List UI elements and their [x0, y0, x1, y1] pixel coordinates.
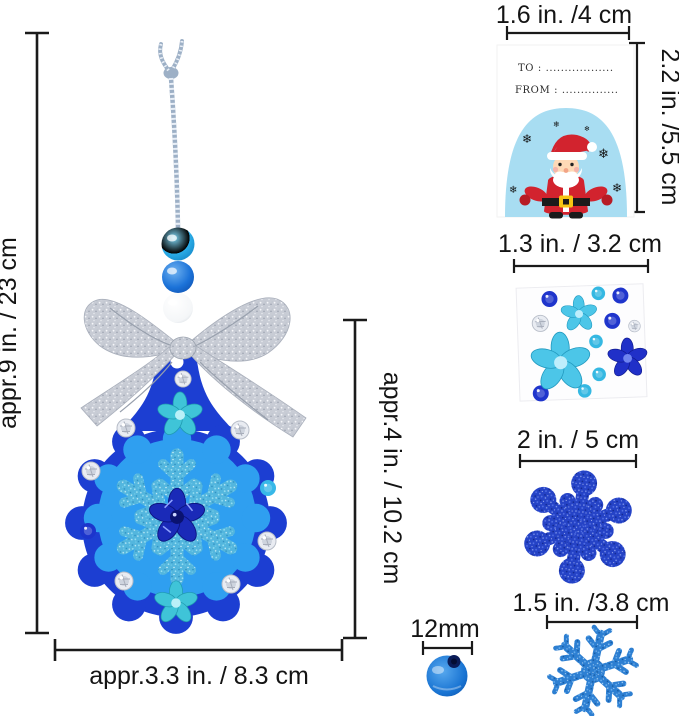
bottom-flower-gem: [152, 580, 200, 626]
navy-flower-gem: [605, 336, 651, 380]
center-flower-gem: [146, 487, 208, 546]
large-glitter-snowflake: [518, 467, 638, 587]
svg-text:❄: ❄: [584, 125, 590, 133]
silver-bow: [80, 297, 307, 438]
cyan-gem: [260, 480, 276, 496]
gift-tag-height-label: 2.2 in. /5.5 cm: [656, 48, 679, 205]
tag-from-line: FROM : ...............: [515, 85, 619, 96]
ornament-pendant-height-label: appr.4 in. / 10.2 cm: [378, 372, 406, 585]
ornament-width-dimension: appr.3.3 in. / 8.3 cm: [53, 639, 344, 690]
white-bead: [163, 293, 193, 323]
cyan-bead: [161, 227, 195, 261]
snowflake-large-width-dimension: 2 in. / 5 cm: [517, 426, 639, 468]
hanging-beads: [161, 227, 195, 323]
gift-tag: TO : .................. FROM : .........…: [496, 44, 635, 219]
gem-sheet-width-dimension: 1.3 in. / 3.2 cm: [498, 230, 662, 273]
top-flower-gem: [155, 391, 205, 439]
ornament-height-dimension: appr.9 in. / 23 cm: [0, 31, 49, 635]
large-cyan-flower-gem: [527, 330, 595, 395]
rhinestone: [116, 418, 136, 438]
tag-to-line: TO : ..................: [518, 63, 614, 74]
rhinestone: [257, 531, 277, 551]
snowflake-large-width-label: 2 in. / 5 cm: [517, 426, 639, 454]
svg-text:❄: ❄: [612, 181, 622, 195]
svg-text:❄: ❄: [553, 120, 560, 129]
gift-tag-width-dimension: 1.6 in. /4 cm: [496, 1, 632, 40]
rhinestone: [114, 571, 134, 591]
snowflake-glyphs: ❄ ❄ ❄ ❄ ❄ ❄: [509, 120, 622, 196]
rhinestone: [230, 420, 250, 440]
svg-text:❄: ❄: [522, 132, 532, 146]
rhinestone: [221, 574, 241, 594]
blue-gem: [80, 523, 96, 539]
snowflake-small-width-dimension: 1.5 in. /3.8 cm: [512, 589, 670, 629]
snowflake-small-width-label: 1.5 in. /3.8 cm: [512, 589, 669, 617]
gem-sticker-sheet: [515, 283, 651, 402]
small-glitter-snowflake: [542, 620, 643, 716]
ornament-width-label: appr.3.3 in. / 8.3 cm: [89, 662, 309, 690]
ornament-height-label: appr.9 in. / 23 cm: [0, 237, 22, 429]
cyan-flower-gem: [558, 294, 600, 334]
gift-tag-width-label: 1.6 in. /4 cm: [496, 1, 632, 29]
santa-illustration: ❄ ❄ ❄ ❄ ❄ ❄: [505, 108, 627, 219]
rhinestone: [174, 370, 192, 388]
svg-text:❄: ❄: [509, 185, 517, 196]
svg-text:❄: ❄: [598, 146, 609, 161]
bead-diameter-label: 12mm: [410, 615, 479, 643]
ornament-figure: [65, 39, 307, 634]
wooden-bead: [426, 655, 468, 697]
rhinestone: [81, 461, 101, 481]
gem-sheet-width-label: 1.3 in. / 3.2 cm: [498, 230, 662, 258]
ornament-pendant-height-dimension: appr.4 in. / 10.2 cm: [343, 318, 406, 640]
blue-bead: [162, 261, 194, 293]
hanging-string: [158, 39, 184, 229]
bead-diameter-dimension: 12mm: [410, 615, 480, 655]
gift-tag-height-dimension: 2.2 in. /5.5 cm: [629, 41, 679, 214]
